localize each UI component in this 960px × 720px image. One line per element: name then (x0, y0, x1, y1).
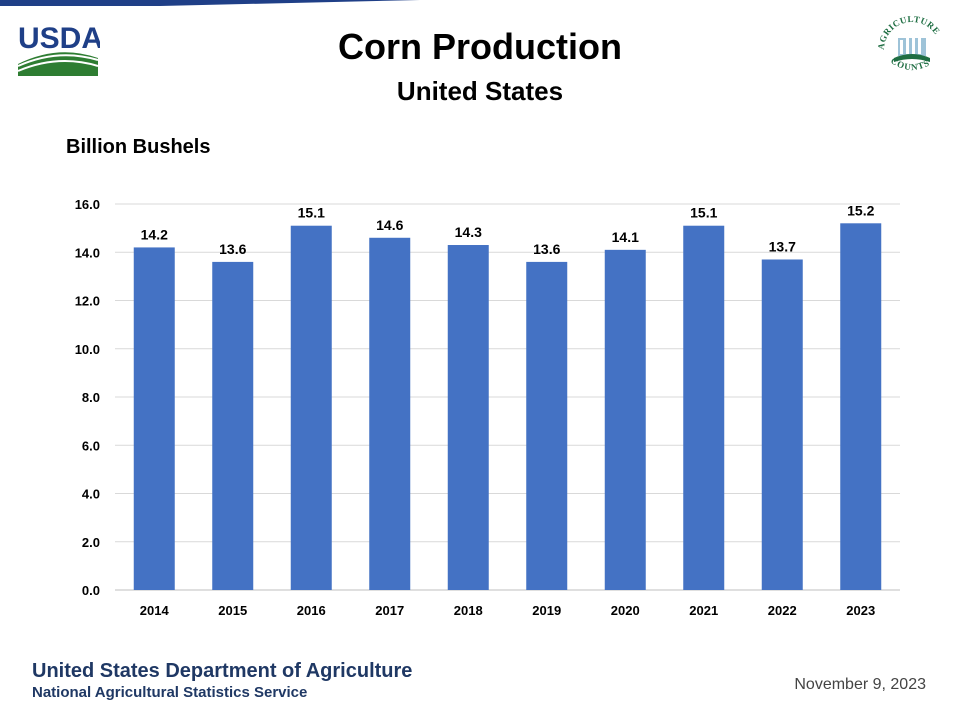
bar-2021 (683, 225, 725, 590)
bars (133, 223, 882, 591)
usda-logo: USDA (17, 22, 100, 76)
x-tick-label-2015: 2015 (218, 603, 247, 618)
x-tick-label-2019: 2019 (532, 603, 561, 618)
page-title: Corn Production (338, 26, 622, 67)
x-tick-label-2020: 2020 (611, 603, 640, 618)
bar-2014 (133, 247, 175, 591)
bar-2017 (369, 237, 411, 590)
x-tick-label-2021: 2021 (689, 603, 718, 618)
bar-2019 (526, 261, 568, 590)
x-tick-label-2023: 2023 (846, 603, 875, 618)
y-tick-labels: 0.0 2.0 4.0 6.0 8.0 10.0 12.0 14.0 16.0 (75, 197, 100, 598)
bar-2023 (840, 223, 882, 591)
data-label-2014: 14.2 (141, 226, 168, 242)
page-subtitle: United States (396, 76, 564, 106)
y-tick-label: 0.0 (82, 583, 100, 598)
x-tick-label-2018: 2018 (454, 603, 483, 618)
y-tick-label: 12.0 (75, 294, 100, 309)
x-tick-label-2016: 2016 (297, 603, 326, 618)
data-label-2020: 14.1 (612, 229, 639, 245)
data-label-2017: 14.6 (376, 217, 403, 233)
y-tick-label: 10.0 (75, 342, 100, 357)
x-tick-label-2017: 2017 (375, 603, 404, 618)
y-tick-label: 6.0 (82, 438, 100, 453)
x-tick-labels: 2014 2015 2016 2017 2018 2019 2020 2021 2022 2023 (140, 603, 875, 618)
data-label-2022: 13.7 (769, 238, 796, 254)
data-label-2016: 15.1 (298, 205, 325, 221)
y-axis-units-label: Billion Bushels (66, 136, 211, 158)
top-stripe (0, 0, 420, 6)
y-tick-label: 14.0 (75, 245, 100, 260)
usda-logo-text: USDA (18, 22, 100, 55)
footer-department: United States Department of Agriculture (32, 660, 413, 682)
bar-2016 (290, 225, 332, 590)
y-tick-label: 2.0 (82, 535, 100, 550)
x-tick-label-2022: 2022 (768, 603, 797, 618)
data-label-2023: 15.2 (847, 202, 874, 218)
data-labels: 14.2 13.6 15.1 14.6 14.3 13.6 14.1 15.1 13.7 15.2 (141, 202, 875, 257)
footer-date: November 9, 2023 (794, 676, 926, 693)
data-label-2021: 15.1 (690, 205, 717, 221)
bar-2020 (604, 249, 646, 590)
bar-2022 (761, 259, 803, 590)
data-label-2019: 13.6 (533, 241, 560, 257)
footer-agency: National Agricultural Statistics Service (32, 684, 308, 701)
agriculture-counts-logo: AGRICULTURE COUNTS (876, 14, 942, 72)
x-tick-label-2014: 2014 (140, 603, 170, 618)
data-label-2015: 13.6 (219, 241, 246, 257)
bar-2018 (447, 245, 489, 590)
data-label-2018: 14.3 (455, 224, 482, 240)
y-tick-label: 4.0 (82, 487, 100, 502)
y-tick-label: 8.0 (82, 390, 100, 405)
bar-2015 (212, 261, 254, 590)
y-tick-label: 16.0 (75, 197, 100, 212)
